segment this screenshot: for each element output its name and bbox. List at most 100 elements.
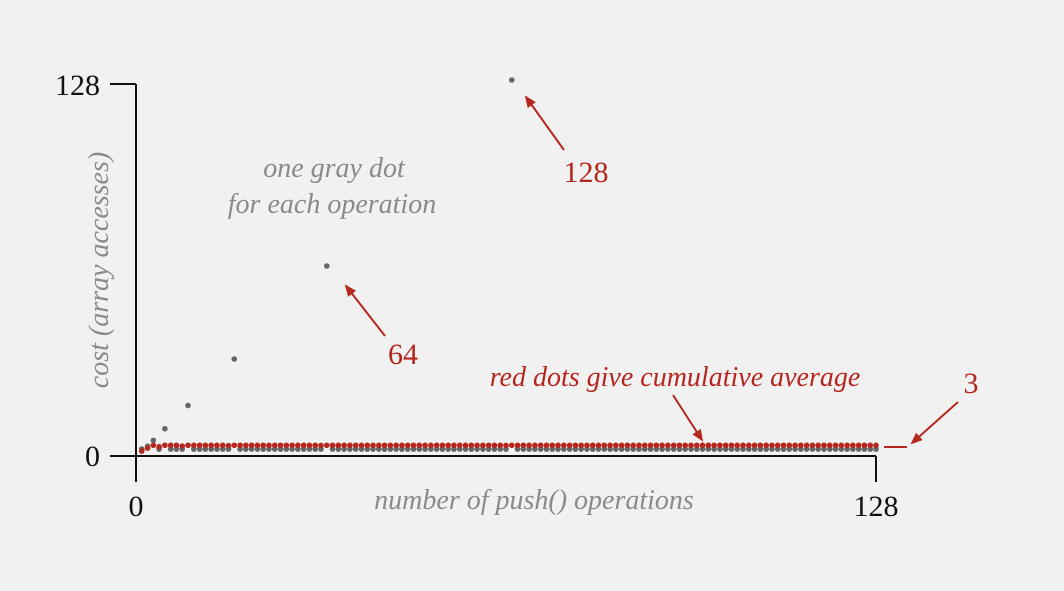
red-dot <box>399 442 405 449</box>
red-dot <box>584 442 590 449</box>
red-dot <box>699 442 706 449</box>
red-dot <box>370 442 376 449</box>
label-3: 3 <box>964 367 979 400</box>
red-dot <box>838 442 845 449</box>
red-dot <box>751 442 758 449</box>
red-dot <box>636 442 642 449</box>
red-dot <box>717 442 723 449</box>
red-dot <box>873 442 879 449</box>
red-dot <box>468 442 475 449</box>
red-dot <box>150 442 157 449</box>
red-dot <box>688 442 694 449</box>
red-dot <box>647 442 654 449</box>
red-dot <box>601 442 608 449</box>
red-dot <box>595 442 602 449</box>
red-dot <box>526 442 532 449</box>
gray-dot <box>323 263 330 269</box>
red-dot <box>439 442 446 449</box>
red-dot <box>572 442 579 449</box>
label-64: 64 <box>388 338 418 371</box>
red-dot <box>364 442 371 449</box>
red-dot <box>312 442 319 449</box>
red-dot <box>295 442 301 449</box>
arrow-to-128-dot <box>524 95 565 151</box>
x-tick-label-right: 128 <box>854 490 899 523</box>
red-dot <box>832 442 839 449</box>
red-dot <box>561 442 567 449</box>
red-dot <box>289 442 295 449</box>
gray-dot <box>231 356 238 362</box>
red-dot <box>144 445 151 451</box>
red-dot <box>416 442 423 449</box>
red-dot <box>243 442 249 449</box>
red-dot <box>589 442 596 449</box>
red-dot <box>757 442 764 449</box>
red-dot <box>746 442 752 449</box>
red-dot <box>613 442 619 449</box>
red-dot <box>323 442 330 449</box>
arrow-to-3 <box>910 401 959 445</box>
red-dot <box>659 442 665 449</box>
red-dot <box>815 442 821 449</box>
red-dot <box>156 443 162 450</box>
red-dot <box>277 442 284 449</box>
red-dot <box>428 442 434 449</box>
red-dot <box>537 442 544 449</box>
red-dot <box>676 442 683 449</box>
red-dot <box>850 442 856 449</box>
red-dot <box>202 442 209 449</box>
red-dot <box>503 442 509 449</box>
red-dot <box>335 442 342 449</box>
red-dot <box>138 448 145 454</box>
red-dot <box>410 442 417 449</box>
red-dot <box>162 442 168 449</box>
red-dot <box>861 442 868 449</box>
red-dot <box>653 442 660 449</box>
red-dot <box>740 442 746 449</box>
red-dot <box>630 442 636 449</box>
red-dot <box>167 442 174 449</box>
red-dot <box>497 442 504 449</box>
red-dot <box>792 442 798 449</box>
red-dot <box>641 442 648 449</box>
axes <box>110 83 877 482</box>
red-dot <box>219 442 226 449</box>
red-dot <box>214 442 220 449</box>
red-dot <box>566 442 573 449</box>
red-dot <box>248 442 255 449</box>
red-dot <box>376 442 382 449</box>
red-dot <box>670 442 677 449</box>
red-dot <box>387 442 394 449</box>
red-dot <box>607 442 613 449</box>
red-dot <box>809 442 816 449</box>
red-dot <box>231 442 238 449</box>
red-dot <box>381 442 388 449</box>
red-dot <box>445 442 451 449</box>
red-dot <box>722 442 729 449</box>
red-dot <box>456 442 463 449</box>
red-dot <box>422 442 428 449</box>
gray-dot-note-line1: one gray dot <box>263 153 406 184</box>
red-dot <box>208 442 214 449</box>
gray-dot-series <box>138 77 879 452</box>
red-dot <box>196 442 203 449</box>
red-dot <box>693 442 700 449</box>
red-dot-note: red dots give cumulative average <box>490 362 861 393</box>
red-dot <box>682 442 689 449</box>
gray-dot <box>508 77 515 83</box>
gray-dot-note-line2: for each operation <box>228 189 436 220</box>
gray-dot <box>185 402 191 409</box>
red-dot <box>347 442 353 449</box>
red-dot <box>225 442 232 449</box>
arrow-to-average-dots <box>672 394 704 442</box>
red-dot <box>705 442 712 449</box>
red-dot <box>185 442 191 449</box>
red-dot <box>404 442 411 449</box>
red-dot <box>867 442 874 449</box>
red-dot <box>179 443 186 449</box>
red-dot <box>352 442 359 449</box>
red-dot <box>520 442 527 449</box>
red-dot <box>266 442 272 449</box>
red-dot <box>329 442 336 449</box>
red-dot <box>734 442 741 449</box>
